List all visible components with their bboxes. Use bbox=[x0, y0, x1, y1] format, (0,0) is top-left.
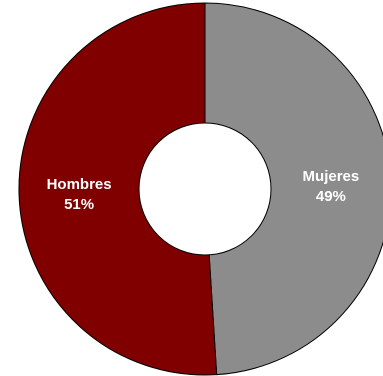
slice-mujeres bbox=[204, 2, 383, 376]
slice-value-mujeres: 49% bbox=[316, 188, 346, 205]
donut-hole bbox=[138, 122, 272, 256]
slice-group bbox=[18, 2, 383, 376]
slice-hombres bbox=[18, 2, 218, 376]
slice-label-mujeres: Mujeres bbox=[303, 168, 360, 185]
label-group: Mujeres 49% Hombres 51% bbox=[47, 168, 360, 213]
slice-value-hombres: 51% bbox=[64, 196, 94, 213]
slice-label-hombres: Hombres bbox=[47, 176, 112, 193]
